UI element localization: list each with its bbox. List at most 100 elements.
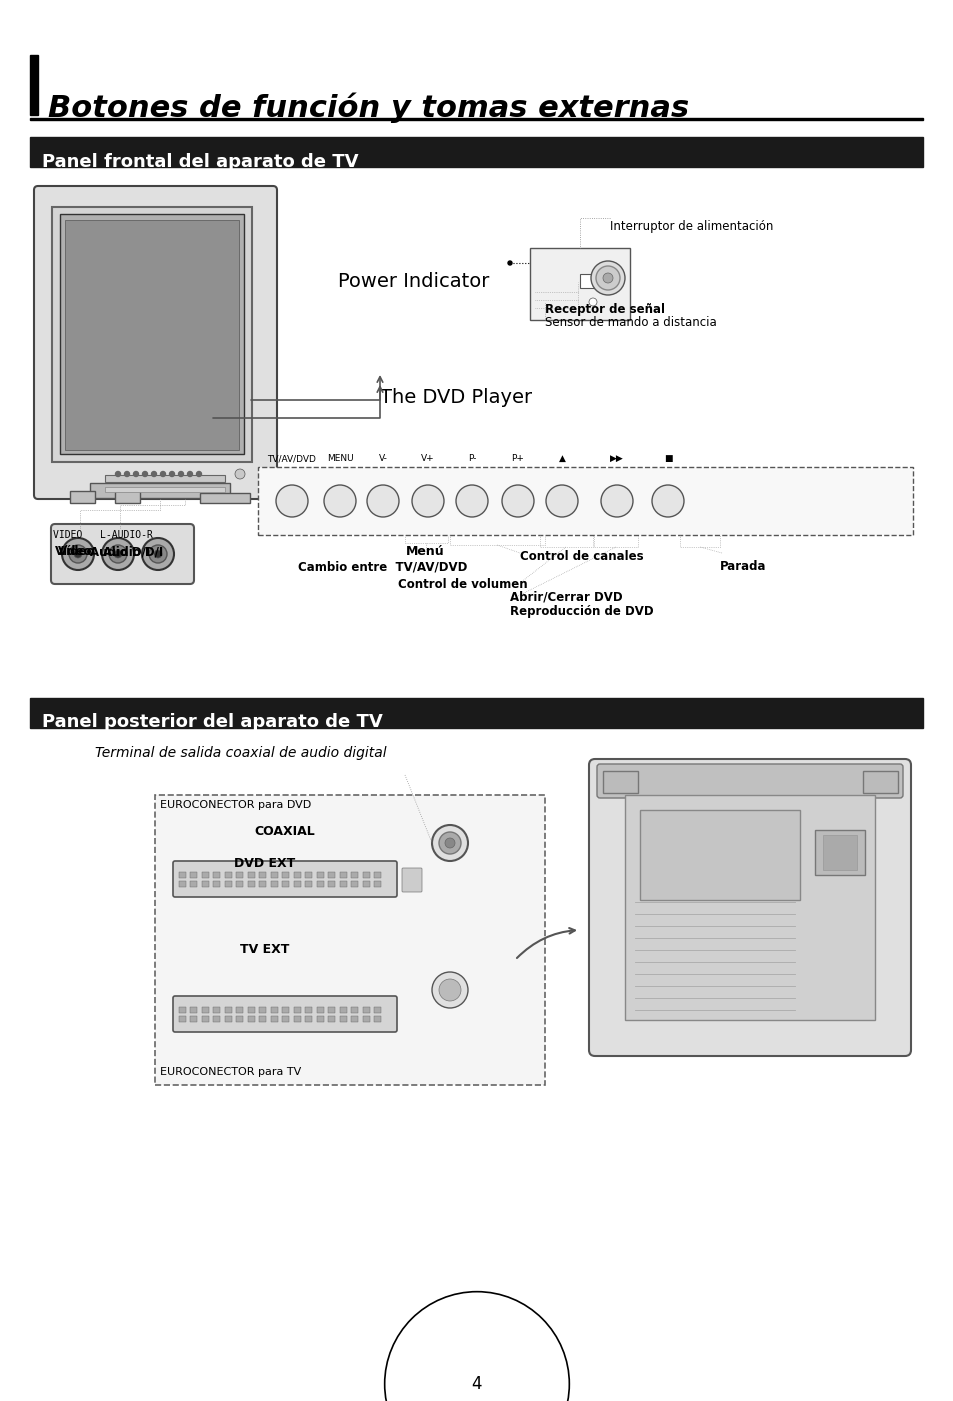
Bar <box>30 118 923 120</box>
Bar <box>213 881 220 887</box>
Circle shape <box>600 485 633 517</box>
Text: Botones de función y tomas externas: Botones de función y tomas externas <box>48 92 688 122</box>
Text: Power Indicator: Power Indicator <box>337 272 489 291</box>
Text: P-: P- <box>467 454 476 462</box>
Circle shape <box>125 472 130 476</box>
Bar <box>115 490 140 503</box>
Text: Menú: Menú <box>405 545 444 558</box>
Circle shape <box>432 972 468 1007</box>
Bar <box>305 1016 313 1021</box>
Bar <box>213 871 220 878</box>
Circle shape <box>324 485 355 517</box>
FancyBboxPatch shape <box>588 759 910 1056</box>
Bar <box>236 881 243 887</box>
Circle shape <box>133 472 138 476</box>
Bar <box>154 794 544 1084</box>
Text: Control de volumen: Control de volumen <box>397 579 527 591</box>
Bar <box>351 1016 358 1021</box>
Circle shape <box>432 825 468 862</box>
Circle shape <box>507 261 512 265</box>
Bar <box>305 871 313 878</box>
Text: ▶▶: ▶▶ <box>610 454 623 462</box>
Bar <box>363 1007 370 1013</box>
Circle shape <box>651 485 683 517</box>
Bar <box>294 1016 301 1021</box>
Bar <box>351 871 358 878</box>
Text: Vídeo: Vídeo <box>55 545 92 558</box>
Bar <box>328 881 335 887</box>
Bar <box>363 871 370 878</box>
Circle shape <box>109 545 127 563</box>
Bar <box>191 881 197 887</box>
Bar <box>105 488 225 492</box>
Bar <box>316 1007 324 1013</box>
Text: DVD EXT: DVD EXT <box>234 857 295 870</box>
Circle shape <box>102 538 133 570</box>
Text: Abrir/Cerrar DVD: Abrir/Cerrar DVD <box>510 590 622 602</box>
Bar <box>271 1007 277 1013</box>
Text: Parada: Parada <box>720 560 765 573</box>
Circle shape <box>275 485 308 517</box>
Circle shape <box>367 485 398 517</box>
Bar <box>179 1016 186 1021</box>
Bar <box>202 1007 209 1013</box>
Circle shape <box>152 472 156 476</box>
Text: The DVD Player: The DVD Player <box>379 388 532 408</box>
Bar <box>339 1016 347 1021</box>
Bar <box>225 881 232 887</box>
Circle shape <box>153 551 162 558</box>
Text: EUROCONECTOR para DVD: EUROCONECTOR para DVD <box>160 800 311 810</box>
Bar <box>862 771 897 793</box>
Text: TV/AV/DVD: TV/AV/DVD <box>267 454 316 462</box>
Bar <box>30 55 38 115</box>
Bar <box>328 1007 335 1013</box>
FancyBboxPatch shape <box>401 869 421 892</box>
Bar <box>316 1016 324 1021</box>
Text: Control de canales: Control de canales <box>519 551 643 563</box>
Circle shape <box>588 298 597 305</box>
Bar <box>225 1016 232 1021</box>
Bar <box>822 835 856 870</box>
Circle shape <box>69 545 87 563</box>
Circle shape <box>113 551 122 558</box>
Bar <box>351 881 358 887</box>
Bar <box>191 871 197 878</box>
Circle shape <box>545 485 578 517</box>
Circle shape <box>590 261 624 296</box>
Circle shape <box>438 832 460 855</box>
Text: EUROCONECTOR para TV: EUROCONECTOR para TV <box>160 1068 301 1077</box>
Circle shape <box>160 472 165 476</box>
Bar <box>271 871 277 878</box>
Bar <box>248 1007 254 1013</box>
Bar <box>282 1016 289 1021</box>
Bar <box>225 1007 232 1013</box>
Circle shape <box>196 472 201 476</box>
Text: V-: V- <box>378 454 387 462</box>
Text: Reproducción de DVD: Reproducción de DVD <box>510 605 653 618</box>
Circle shape <box>602 273 613 283</box>
Circle shape <box>456 485 488 517</box>
Circle shape <box>115 472 120 476</box>
Bar <box>65 220 239 450</box>
Bar <box>530 248 629 319</box>
Text: Interruptor de alimentación: Interruptor de alimentación <box>609 220 773 233</box>
FancyBboxPatch shape <box>172 862 396 897</box>
Bar <box>248 881 254 887</box>
Bar <box>351 1007 358 1013</box>
Bar <box>294 881 301 887</box>
Circle shape <box>62 538 94 570</box>
Circle shape <box>74 551 82 558</box>
Bar <box>202 881 209 887</box>
Text: Audio D/I: Audio D/I <box>90 545 150 558</box>
Bar <box>202 871 209 878</box>
Bar <box>236 871 243 878</box>
Bar <box>259 1007 266 1013</box>
Bar <box>363 881 370 887</box>
Bar <box>257 467 912 535</box>
Text: Audio D/I: Audio D/I <box>103 545 163 558</box>
Bar <box>579 275 596 289</box>
Bar <box>236 1016 243 1021</box>
Bar <box>60 214 244 454</box>
Bar <box>70 490 95 503</box>
Bar <box>191 1007 197 1013</box>
